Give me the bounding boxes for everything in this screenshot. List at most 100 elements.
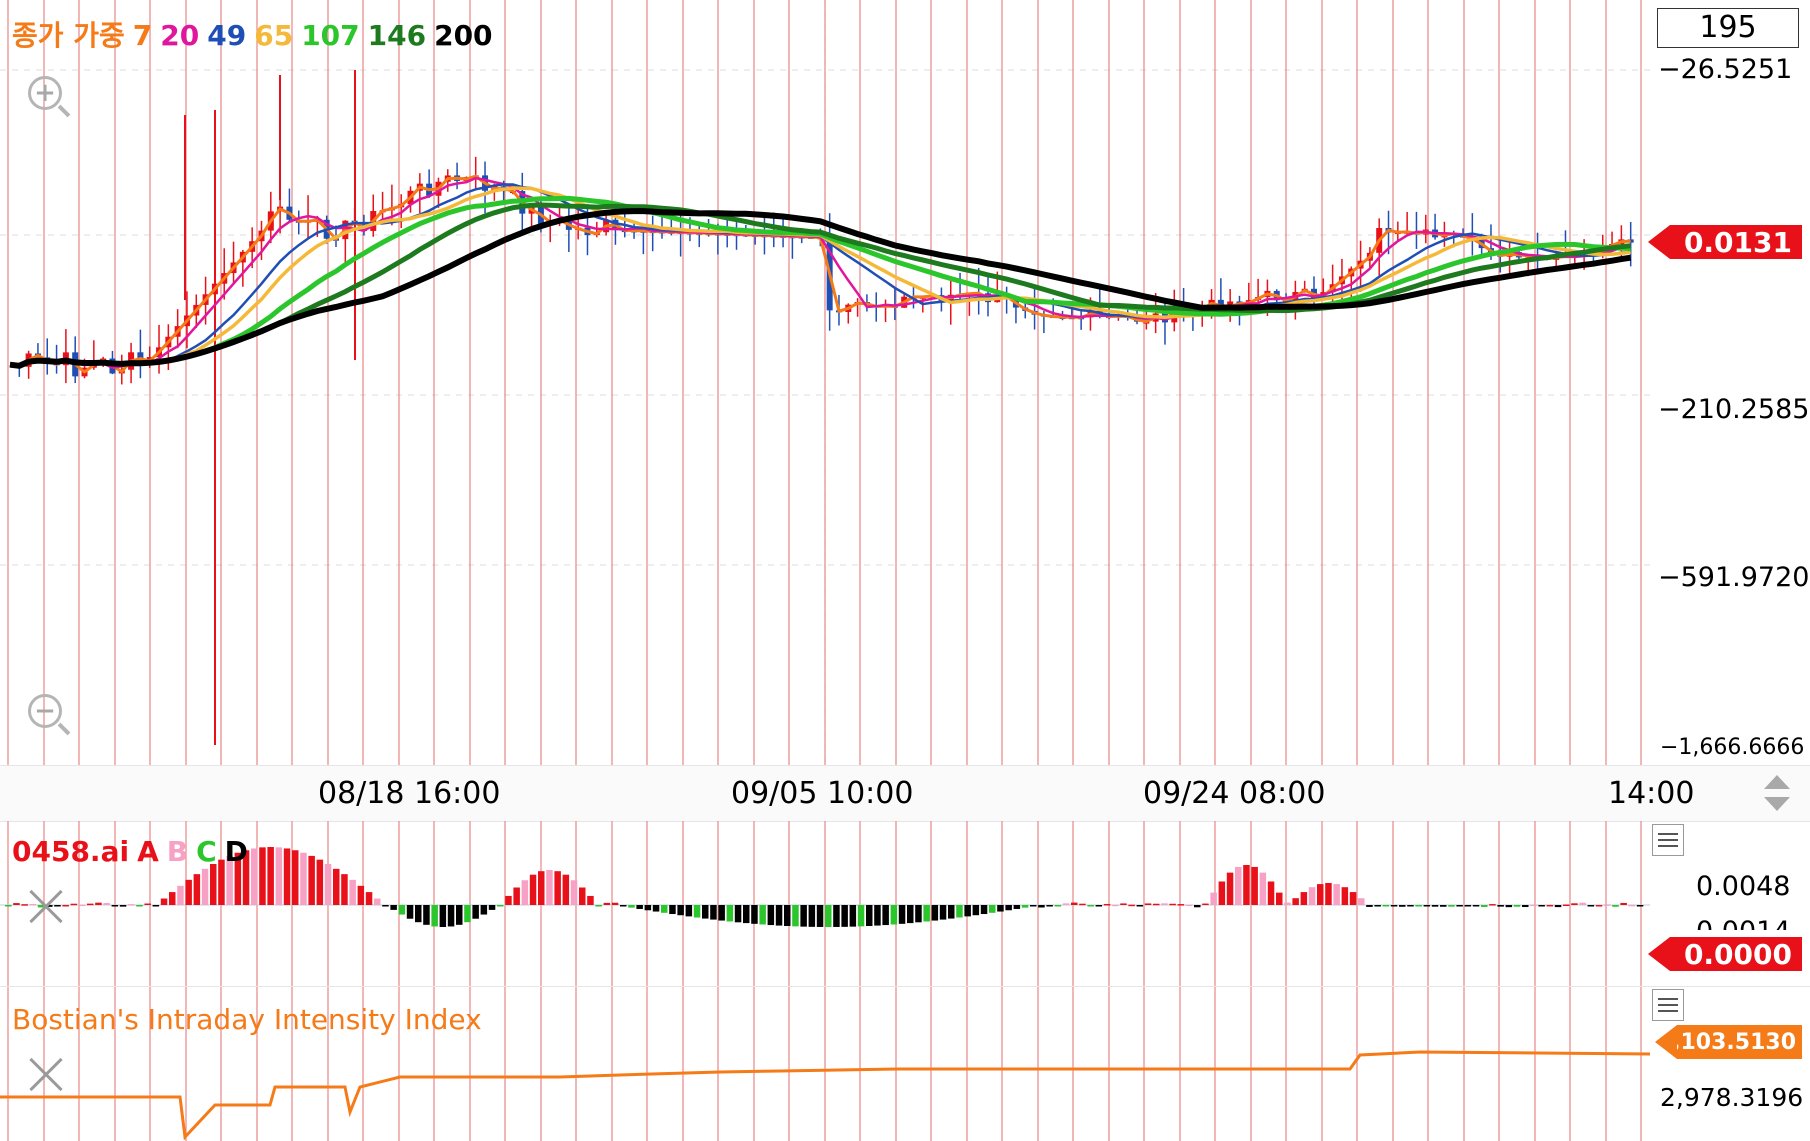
close-icon[interactable] (28, 889, 64, 925)
histogram-bar (1546, 904, 1554, 907)
histogram-bar (538, 871, 545, 905)
histogram-bar (390, 905, 397, 910)
histogram-bar (456, 905, 463, 925)
indicator-0458-legend: 0458.ai A B C D (12, 835, 256, 868)
histogram-bar (349, 879, 356, 905)
histogram-bar (874, 905, 881, 926)
histogram-bar (693, 905, 701, 918)
histogram-bar (1300, 892, 1308, 905)
histogram-bar (661, 905, 668, 913)
ind1-legend-item-1: A (137, 835, 159, 868)
ma-line-65 (9, 186, 1631, 368)
bostian-last-value: 19,103.5130 (1641, 1029, 1796, 1055)
histogram-bar (808, 905, 816, 927)
histogram-bar (111, 905, 119, 907)
histogram-bar (341, 874, 348, 905)
histogram-bar (152, 905, 160, 907)
histogram-bar (1054, 905, 1062, 907)
histogram-bar (1579, 902, 1586, 905)
y-label-4: −1,666.6666 (1660, 735, 1805, 760)
main-price-pane[interactable]: 종가 가중 7 20 49 65 107 146 200 + − 195 −26.5251 −… (0, 0, 1810, 765)
histogram-bar (472, 905, 479, 919)
histogram-bar (1267, 881, 1275, 905)
ma-legend-item-5: 107 (301, 19, 360, 52)
bostian-canvas[interactable] (0, 987, 1810, 1141)
histogram-bar (1366, 905, 1373, 907)
histogram-bar (931, 905, 939, 921)
histogram-bar (431, 905, 438, 927)
histogram-bar (1415, 905, 1422, 907)
histogram-bar (70, 903, 78, 906)
histogram-bar (1087, 905, 1094, 907)
histogram-bar (997, 905, 1004, 912)
histogram-bar (554, 871, 561, 905)
histogram-bar (907, 905, 914, 924)
histogram-bar (890, 905, 898, 925)
histogram-bar (1062, 903, 1070, 905)
histogram-bar (136, 905, 143, 907)
histogram-bar (570, 880, 578, 905)
ind1-last-value: 0.0000 (1683, 937, 1792, 971)
histogram-bar (529, 874, 537, 905)
histogram-bar (792, 905, 799, 927)
histogram-bar (767, 905, 775, 926)
histogram-bar (13, 903, 20, 905)
histogram-bar (636, 905, 643, 909)
histogram-bar (62, 904, 69, 907)
histogram-bar (1374, 905, 1381, 907)
histogram-bar (103, 903, 110, 905)
histogram-bar (726, 905, 734, 922)
indicator-0458-canvas[interactable] (0, 821, 1810, 986)
histogram-bar (1472, 905, 1480, 907)
histogram-bar (677, 905, 684, 916)
hamburger-menu-icon[interactable] (1652, 824, 1684, 856)
histogram-bar (546, 870, 553, 905)
histogram-bar (480, 905, 488, 915)
histogram-bar (242, 850, 250, 905)
histogram-bar (144, 903, 151, 906)
histogram-bar (357, 885, 365, 905)
zoom-in-icon[interactable]: + (28, 76, 62, 110)
histogram-bar (1226, 872, 1234, 905)
histogram-bar (972, 905, 980, 916)
histogram-bar (1071, 902, 1078, 905)
indicator-pane-bostian[interactable]: Bostian's Intraday Intensity Index 19,10… (0, 986, 1810, 1141)
histogram-bar (201, 868, 209, 905)
histogram-bar (882, 905, 889, 926)
histogram-bar (1571, 903, 1578, 905)
time-label-2: 09/05 10:00 (731, 776, 914, 811)
histogram-bar (439, 905, 447, 927)
histogram-bar (915, 905, 922, 923)
histogram-bar (1169, 903, 1176, 906)
updown-arrows-icon[interactable] (1762, 773, 1792, 813)
histogram-bar (1128, 904, 1135, 907)
histogram-bar (989, 905, 996, 913)
indicator-pane-0458[interactable]: 0458.ai A B C D 0.0048 0.0014 0.0000 (0, 821, 1810, 986)
histogram-bar (1407, 905, 1414, 907)
histogram-bar (267, 847, 274, 905)
histogram-bar (1276, 892, 1283, 905)
histogram-bar (1595, 904, 1603, 907)
histogram-bar (857, 905, 865, 927)
histogram-bar (488, 905, 496, 910)
histogram-bar (611, 902, 619, 905)
time-axis[interactable] (0, 765, 1810, 822)
ind1-legend-item-0: 0458.ai (12, 835, 130, 868)
histogram-bar (1144, 903, 1152, 905)
zoom-out-icon[interactable]: − (28, 694, 62, 728)
histogram-bar (1423, 905, 1431, 907)
histogram-bar (1440, 905, 1447, 907)
price-chart-canvas[interactable] (0, 0, 1810, 765)
histogram-bar (308, 855, 315, 905)
histogram-bar (620, 905, 627, 907)
histogram-bar (447, 905, 455, 927)
histogram-bar (1038, 905, 1045, 908)
histogram-bar (21, 904, 28, 906)
hamburger-menu-icon[interactable] (1652, 989, 1684, 1021)
histogram-bar (1563, 904, 1570, 906)
histogram-bar (1333, 884, 1340, 905)
histogram-bar (1620, 902, 1627, 905)
close-icon[interactable] (28, 1057, 64, 1093)
histogram-bar (1046, 905, 1053, 907)
ma-legend-item-3: 49 (207, 19, 247, 52)
